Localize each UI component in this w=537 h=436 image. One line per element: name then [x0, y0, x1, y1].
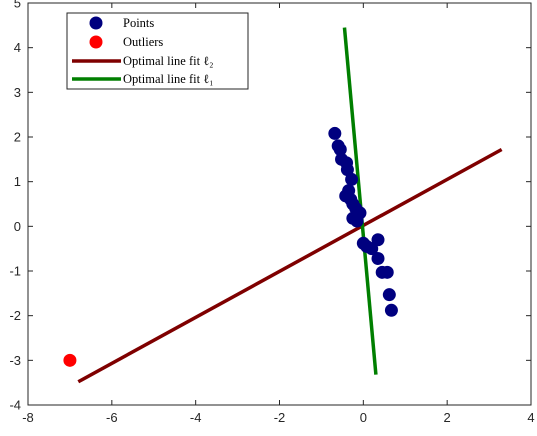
- x-tick-label: -2: [274, 410, 286, 425]
- data-point: [382, 288, 396, 302]
- data-point: [371, 233, 385, 247]
- x-tick-label: 0: [360, 410, 367, 425]
- x-tick-label: -6: [106, 410, 118, 425]
- y-tick-label: 1: [14, 174, 21, 189]
- legend-label-l1: Optimal line fit ℓ₁: [123, 72, 214, 86]
- data-point: [384, 303, 398, 317]
- y-tick-label: 0: [14, 219, 21, 234]
- y-tick-label: 2: [14, 130, 21, 145]
- y-tick-label: -2: [9, 308, 21, 323]
- data-point: [328, 126, 342, 140]
- data-point: [380, 265, 394, 279]
- x-tick-label: -4: [190, 410, 202, 425]
- legend-marker-points: [89, 16, 103, 30]
- y-tick-label: 4: [14, 40, 21, 55]
- x-tick-label: 2: [444, 410, 451, 425]
- fit-line-l1: [342, 27, 378, 375]
- outlier-point: [63, 353, 77, 367]
- legend-label-outliers: Outliers: [123, 35, 163, 49]
- x-tick-label: -8: [22, 410, 34, 425]
- axes: -8 -6 -4 -2 0 2 4 -4 -3 -2 -1 0 1 2 3 4 5: [9, 0, 534, 425]
- data-point: [333, 143, 347, 157]
- data-point: [340, 163, 354, 177]
- y-tick-label: -1: [9, 264, 21, 279]
- plot-area: [63, 27, 503, 384]
- y-tick-label: -4: [9, 398, 21, 413]
- data-point: [350, 214, 364, 228]
- legend-label-points: Points: [123, 16, 154, 30]
- legend-label-l2: Optimal line fit ℓ₂: [123, 54, 214, 68]
- data-point: [345, 172, 359, 186]
- x-tick-label: 4: [527, 410, 534, 425]
- legend: Points Outliers Optimal line fit ℓ₂ Opti…: [66, 12, 249, 90]
- y-tick-label: -3: [9, 353, 21, 368]
- data-point: [371, 251, 385, 265]
- legend-marker-outliers: [89, 35, 103, 49]
- y-tick-label: 5: [14, 0, 21, 11]
- fit-line-l2: [77, 147, 503, 384]
- y-tick-label: 3: [14, 85, 21, 100]
